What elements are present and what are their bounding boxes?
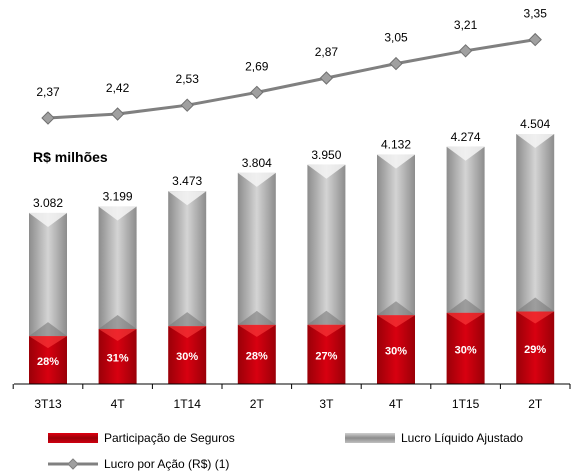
legend-swatch-eps-marker [67, 458, 79, 470]
bar-top-bevel [98, 206, 137, 221]
eps-point [319, 71, 334, 85]
bar-join-bevel [446, 298, 485, 313]
bar-top-bevel [168, 191, 207, 206]
insurance-share-label: 28% [37, 356, 59, 368]
bar-top-bevel [516, 134, 555, 149]
bar-net-income [98, 206, 137, 329]
bar-insurance-bevel [237, 324, 276, 337]
eps-point [180, 98, 194, 112]
x-tick-label: 2T [250, 397, 265, 411]
bar-total-label: 3.473 [172, 174, 202, 188]
insurance-share-label: 31% [107, 352, 129, 364]
eps-line-series: 2,37 2,42 2,53 2,69 2,87 3,05 3,21 3,35 [36, 7, 548, 125]
bar-join-bevel [377, 301, 415, 316]
bar-join-bevel [168, 312, 207, 327]
eps-label: 3,35 [524, 7, 548, 21]
eps-label: 3,21 [454, 18, 478, 32]
bar-series: 3.082 28% 3.199 31% 3.473 30% 3.804 28% 3.950 27%… [29, 117, 555, 384]
bar-insurance-bevel [377, 315, 415, 328]
bar-join-bevel [237, 310, 276, 325]
legend-swatch-net-income [345, 433, 395, 443]
legend-label-net-income: Lucro Líquido Ajustado [401, 431, 523, 445]
bar-net-income [377, 154, 415, 316]
eps-point [110, 107, 125, 121]
bar-insurance-bevel [29, 336, 67, 349]
bar-insurance [516, 311, 555, 384]
bar-top-bevel [377, 154, 415, 169]
bar-total-label: 4.274 [451, 130, 481, 144]
bar-total-label: 4.504 [520, 117, 550, 131]
insurance-share-label: 30% [176, 351, 198, 363]
x-tick-label: 1T14 [174, 397, 202, 411]
eps-point [250, 85, 264, 100]
bar-top-bevel [307, 164, 346, 179]
bar-insurance-bevel [307, 324, 346, 337]
insurance-share-label: 27% [315, 350, 337, 362]
bar-total-label: 3.950 [311, 148, 341, 162]
bar-total-label: 4.132 [381, 138, 411, 152]
x-tick-label: 2T [528, 397, 543, 411]
x-axis-ticks: 3T13 4T 1T14 2T 3T 4T 1T15 2T [12, 384, 571, 411]
unit-label: R$ milhões [33, 149, 108, 165]
bar-net-income [307, 164, 346, 325]
bar-net-income [168, 191, 207, 327]
bar-top-bevel [237, 172, 276, 187]
bar-top-bevel [446, 146, 485, 161]
x-tick-label: 3T [319, 397, 334, 411]
bar-join-bevel [516, 297, 555, 312]
bar-join-bevel [29, 322, 67, 337]
bar-insurance-bevel [168, 326, 207, 339]
bar-total-label: 3.804 [242, 156, 272, 170]
legend-label-insurance: Participação de Seguros [104, 431, 235, 445]
insurance-share-label: 29% [524, 344, 546, 356]
bar-net-income [29, 212, 67, 337]
bar-insurance-bevel [98, 328, 137, 341]
bar-net-income [237, 172, 276, 325]
eps-label: 2,53 [176, 72, 200, 86]
eps-point [458, 44, 473, 58]
bar-join-bevel [307, 310, 346, 325]
eps-label: 2,42 [106, 81, 130, 95]
bar-total-label: 3.082 [33, 196, 63, 210]
bar-top-bevel [29, 212, 67, 227]
legend-swatch-insurance [48, 433, 98, 443]
eps-point [41, 111, 55, 125]
legend: Participação de Seguros Lucro Líquido Aj… [48, 431, 523, 471]
legend-label-eps: Lucro por Ação (R$) (1) [104, 457, 229, 471]
x-tick-label: 3T13 [34, 397, 62, 411]
bar-insurance-bevel [516, 311, 555, 324]
eps-line [47, 38, 536, 120]
eps-label: 2,87 [315, 45, 339, 59]
x-tick-label: 4T [111, 397, 126, 411]
bar-net-income [516, 134, 555, 312]
bar-join-bevel [98, 314, 137, 329]
eps-label: 3,05 [384, 31, 408, 45]
x-tick-label: 1T15 [452, 397, 480, 411]
insurance-share-label: 30% [385, 346, 407, 358]
insurance-share-label: 28% [246, 350, 268, 362]
eps-label: 2,37 [36, 85, 60, 99]
eps-point [528, 32, 542, 47]
eps-label: 2,69 [245, 59, 269, 73]
bar-net-income [446, 146, 485, 313]
insurance-share-label: 30% [455, 344, 477, 356]
eps-point [389, 56, 403, 71]
bar-insurance-bevel [446, 312, 485, 325]
x-tick-label: 4T [389, 397, 404, 411]
bar-total-label: 3.199 [103, 189, 133, 203]
